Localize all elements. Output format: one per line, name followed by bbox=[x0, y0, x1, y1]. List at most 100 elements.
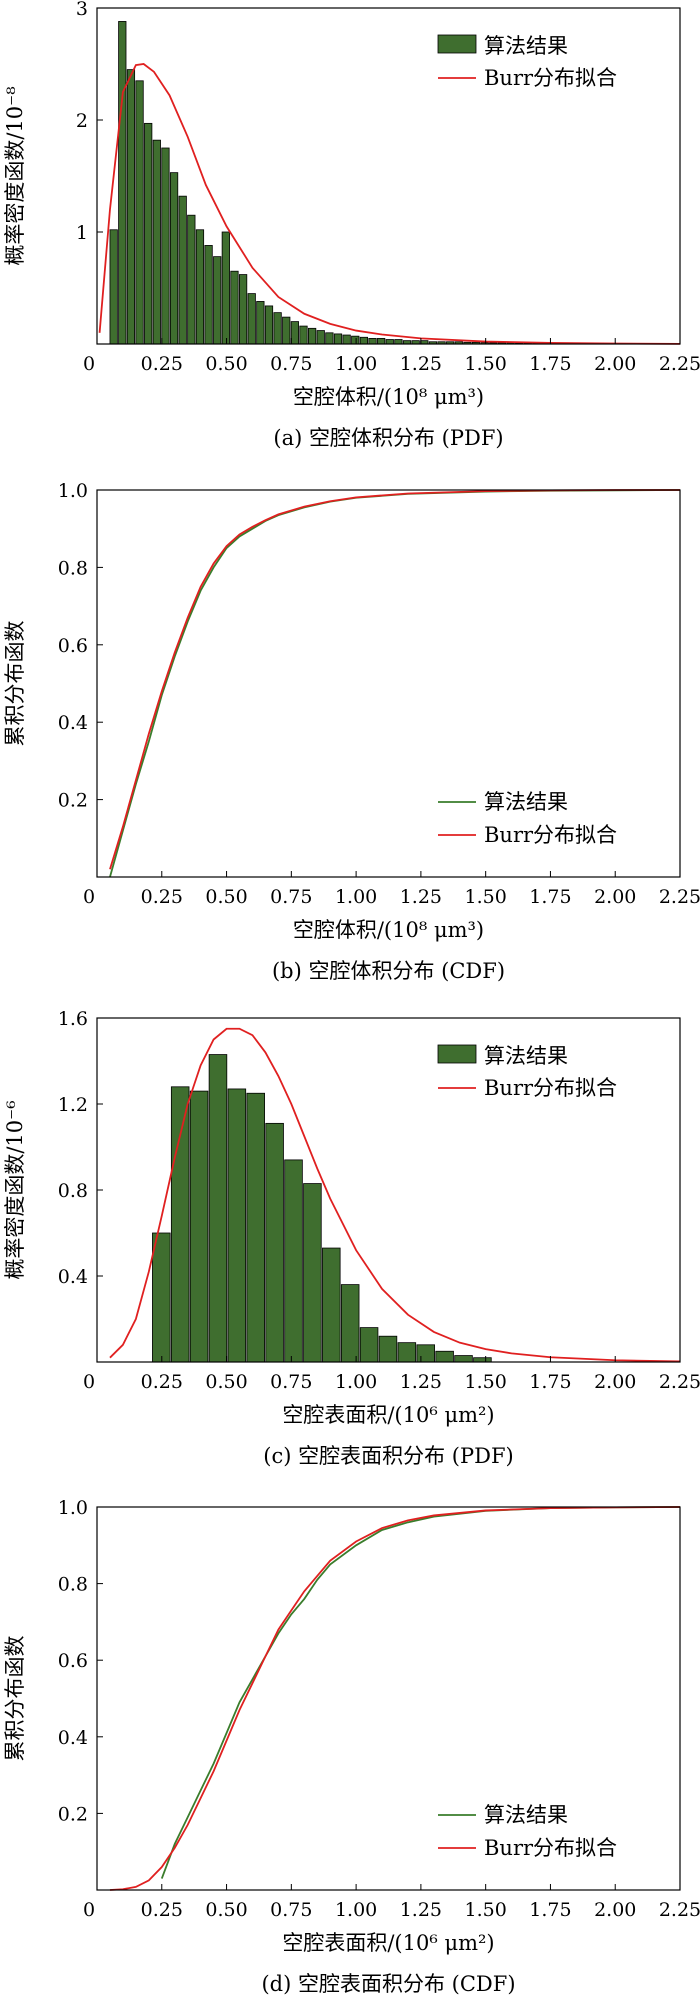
histogram-bar bbox=[322, 1248, 340, 1362]
x-tick-label: 1.25 bbox=[400, 1899, 442, 1921]
x-tick-label: 2.00 bbox=[594, 886, 636, 908]
y-tick-label: 0.4 bbox=[58, 1266, 88, 1288]
legend-label-fit: Burr分布拟合 bbox=[484, 823, 617, 847]
histogram-bar bbox=[209, 1055, 227, 1362]
histogram-bar bbox=[436, 1351, 454, 1362]
x-tick-label: 1.25 bbox=[400, 353, 442, 375]
x-tick-label: 0.75 bbox=[270, 353, 312, 375]
histogram-bar bbox=[205, 245, 212, 344]
x-tick-label: 1.00 bbox=[335, 1371, 377, 1393]
x-tick-label: 1.75 bbox=[529, 1371, 571, 1393]
y-axis: 0.20.40.60.81.0 bbox=[58, 480, 103, 812]
histogram-bar bbox=[317, 331, 324, 344]
histogram-bar bbox=[265, 306, 272, 344]
legend: 算法结果 Burr分布拟合 bbox=[438, 1803, 617, 1860]
algorithm-line bbox=[162, 1507, 680, 1879]
legend-label-algorithm: 算法结果 bbox=[484, 1044, 568, 1068]
x-tick-label: 2.00 bbox=[594, 1371, 636, 1393]
x-tick-label: 1.25 bbox=[400, 886, 442, 908]
x-tick-label: 2.00 bbox=[594, 1899, 636, 1921]
legend-label-fit: Burr分布拟合 bbox=[484, 1836, 617, 1860]
y-axis-label: 累积分布函数 bbox=[3, 621, 27, 747]
x-tick-label: 1.50 bbox=[465, 1899, 507, 1921]
x-tick-label: 0.50 bbox=[205, 1899, 247, 1921]
histogram-bar bbox=[119, 21, 126, 344]
x-axis-label: 空腔体积/(10⁸ μm³) bbox=[293, 385, 484, 409]
x-tick-label: 0.25 bbox=[141, 886, 183, 908]
histogram-bar bbox=[360, 1328, 378, 1362]
histogram-bar bbox=[341, 1285, 359, 1362]
legend-label-algorithm: 算法结果 bbox=[484, 790, 568, 814]
legend-label-fit: Burr分布拟合 bbox=[484, 66, 617, 90]
y-tick-label: 3 bbox=[76, 0, 88, 20]
y-tick-label: 0.2 bbox=[58, 1803, 88, 1825]
y-axis-label: 概率密度函数/10⁻⁶ bbox=[3, 1100, 27, 1279]
y-tick-label: 2 bbox=[76, 110, 88, 132]
x-tick-label: 0 bbox=[83, 1899, 95, 1921]
histogram-bar bbox=[369, 338, 376, 344]
x-tick-label: 1.75 bbox=[529, 1899, 571, 1921]
legend-label-algorithm: 算法结果 bbox=[484, 1803, 568, 1827]
histogram-bar bbox=[360, 337, 367, 344]
y-tick-label: 0.4 bbox=[58, 1727, 88, 1749]
fit-line bbox=[110, 1507, 680, 1890]
x-tick-label: 2.00 bbox=[594, 353, 636, 375]
y-tick-label: 1.0 bbox=[58, 480, 88, 502]
x-tick-label: 0.75 bbox=[270, 1371, 312, 1393]
x-tick-label: 2.25 bbox=[659, 353, 700, 375]
x-tick-label: 0.25 bbox=[141, 1371, 183, 1393]
y-axis-label: 概率密度函数/10⁻⁸ bbox=[3, 86, 27, 265]
histogram-bar bbox=[285, 1160, 303, 1362]
y-axis-label: 累积分布函数 bbox=[3, 1636, 27, 1762]
histogram-bar bbox=[398, 1343, 416, 1362]
x-axis-label: 空腔表面积/(10⁶ μm²) bbox=[282, 1403, 494, 1427]
histogram-bar bbox=[127, 70, 134, 344]
histogram-bar bbox=[283, 317, 290, 344]
y-tick-label: 0.8 bbox=[58, 1180, 88, 1202]
x-tick-label: 2.25 bbox=[659, 1371, 700, 1393]
y-tick-label: 0.6 bbox=[58, 635, 88, 657]
histogram-bar bbox=[417, 1345, 435, 1362]
y-tick-label: 0.6 bbox=[58, 1650, 88, 1672]
x-axis-label: 空腔体积/(10⁸ μm³) bbox=[293, 918, 484, 942]
histogram-bar bbox=[300, 326, 307, 344]
y-tick-label: 1 bbox=[76, 222, 88, 244]
plot-frame bbox=[97, 490, 680, 877]
histogram-bar bbox=[170, 173, 177, 344]
panel-caption: (d) 空腔表面积分布 (CDF) bbox=[261, 1972, 515, 1996]
y-tick-label: 0.4 bbox=[58, 712, 88, 734]
x-tick-label: 2.25 bbox=[659, 886, 700, 908]
histogram-bar bbox=[152, 1233, 170, 1362]
x-tick-label: 0.50 bbox=[205, 886, 247, 908]
histogram-bar bbox=[343, 335, 350, 344]
x-tick-label: 1.75 bbox=[529, 353, 571, 375]
x-tick-label: 1.25 bbox=[400, 1371, 442, 1393]
histogram-bar bbox=[248, 294, 255, 344]
histogram-bar bbox=[455, 1356, 473, 1362]
histogram-bar bbox=[228, 1089, 246, 1362]
histogram-bar bbox=[266, 1123, 284, 1362]
histogram-bar bbox=[257, 301, 264, 344]
x-tick-label: 0.75 bbox=[270, 1899, 312, 1921]
histogram-bar bbox=[379, 1336, 397, 1362]
legend-label-fit: Burr分布拟合 bbox=[484, 1076, 617, 1100]
y-tick-label: 1.0 bbox=[58, 1497, 88, 1519]
histogram-bar bbox=[291, 322, 298, 344]
x-tick-label: 1.50 bbox=[465, 886, 507, 908]
y-tick-label: 1.2 bbox=[58, 1094, 88, 1116]
histogram-bar bbox=[352, 336, 359, 344]
x-tick-label: 0.25 bbox=[141, 1899, 183, 1921]
x-tick-label: 1.00 bbox=[335, 1899, 377, 1921]
x-axis-label: 空腔表面积/(10⁶ μm²) bbox=[282, 1931, 494, 1955]
x-tick-label: 1.50 bbox=[465, 1371, 507, 1393]
histogram-bar bbox=[386, 340, 393, 344]
histogram-bars bbox=[152, 1055, 491, 1362]
x-tick-label: 1.00 bbox=[335, 886, 377, 908]
histogram-bar bbox=[239, 275, 246, 344]
y-tick-label: 1.6 bbox=[58, 1008, 88, 1030]
